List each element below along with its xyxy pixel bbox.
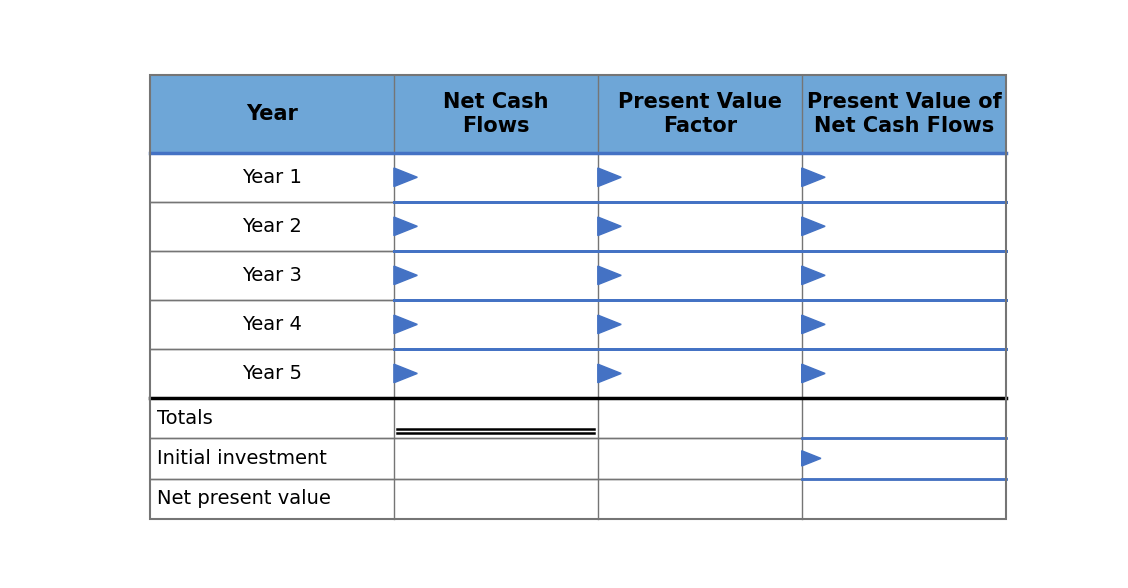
Bar [150,398,394,438]
Polygon shape [802,451,821,466]
Bar [598,202,802,251]
Bar [150,479,394,519]
Bar [394,300,598,349]
Polygon shape [598,315,622,334]
Bar [598,251,802,300]
Polygon shape [598,266,622,285]
Text: Net present value: Net present value [157,489,331,508]
Bar [802,438,1006,479]
Polygon shape [598,364,622,383]
Text: Year 2: Year 2 [241,217,302,236]
Text: Initial investment: Initial investment [157,449,327,468]
Bar [802,75,1006,153]
Bar [598,479,802,519]
Polygon shape [394,364,417,383]
Text: Year 3: Year 3 [241,266,302,285]
Text: Year 4: Year 4 [241,315,302,334]
Polygon shape [802,217,825,236]
Text: Net Cash
Flows: Net Cash Flows [443,92,548,135]
Bar [598,75,802,153]
Bar [598,398,802,438]
Bar [802,479,1006,519]
Polygon shape [394,266,417,285]
Bar [394,349,598,398]
Polygon shape [598,168,622,186]
Bar [150,349,394,398]
Text: Present Value of
Net Cash Flows: Present Value of Net Cash Flows [807,92,1002,135]
Bar [598,438,802,479]
Bar [394,479,598,519]
Text: Year: Year [246,104,298,124]
Bar [598,153,802,202]
Bar [802,300,1006,349]
Bar [394,153,598,202]
Text: Present Value
Factor: Present Value Factor [618,92,782,135]
Bar [394,75,598,153]
Polygon shape [802,266,825,285]
Bar [394,398,598,438]
Bar [394,251,598,300]
Bar [150,202,394,251]
Bar [150,300,394,349]
Polygon shape [802,168,825,186]
Bar [394,202,598,251]
Bar [802,202,1006,251]
Bar [802,153,1006,202]
Polygon shape [394,315,417,334]
Polygon shape [802,364,825,383]
Text: Totals: Totals [157,409,212,427]
Bar [394,438,598,479]
Bar [802,398,1006,438]
Bar [150,438,394,479]
Bar [802,251,1006,300]
Bar [598,300,802,349]
Text: Year 1: Year 1 [241,168,302,187]
Bar [598,349,802,398]
Bar [150,251,394,300]
Text: Year 5: Year 5 [241,364,302,383]
Polygon shape [598,217,622,236]
Polygon shape [802,315,825,334]
Bar [150,75,394,153]
Polygon shape [394,217,417,236]
Polygon shape [394,168,417,186]
Bar [802,349,1006,398]
Bar [150,153,394,202]
